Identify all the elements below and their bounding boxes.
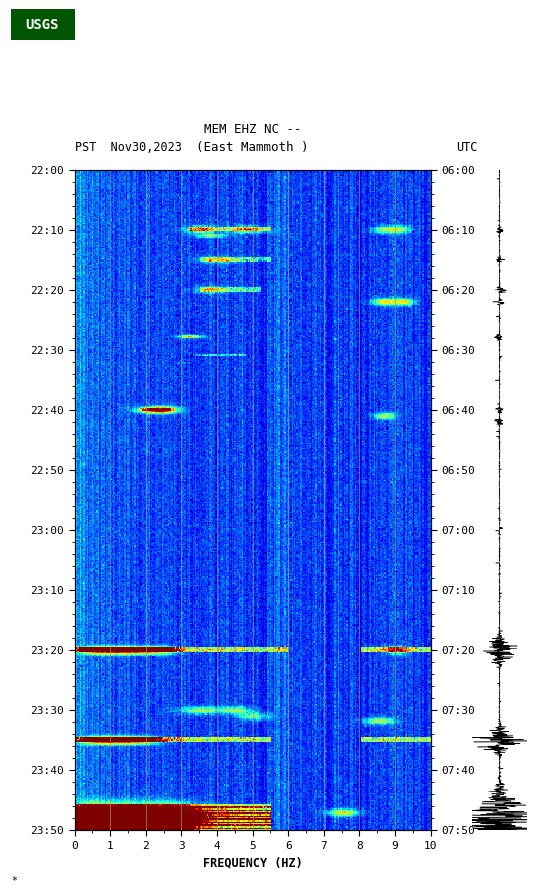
Text: MEM EHZ NC --: MEM EHZ NC -- [204, 122, 301, 136]
Text: UTC: UTC [456, 140, 477, 154]
Text: *: * [11, 876, 17, 886]
Text: (East Mammoth ): (East Mammoth ) [197, 140, 309, 154]
Text: PST  Nov30,2023: PST Nov30,2023 [75, 140, 182, 154]
X-axis label: FREQUENCY (HZ): FREQUENCY (HZ) [203, 856, 302, 870]
Text: USGS: USGS [25, 18, 59, 31]
